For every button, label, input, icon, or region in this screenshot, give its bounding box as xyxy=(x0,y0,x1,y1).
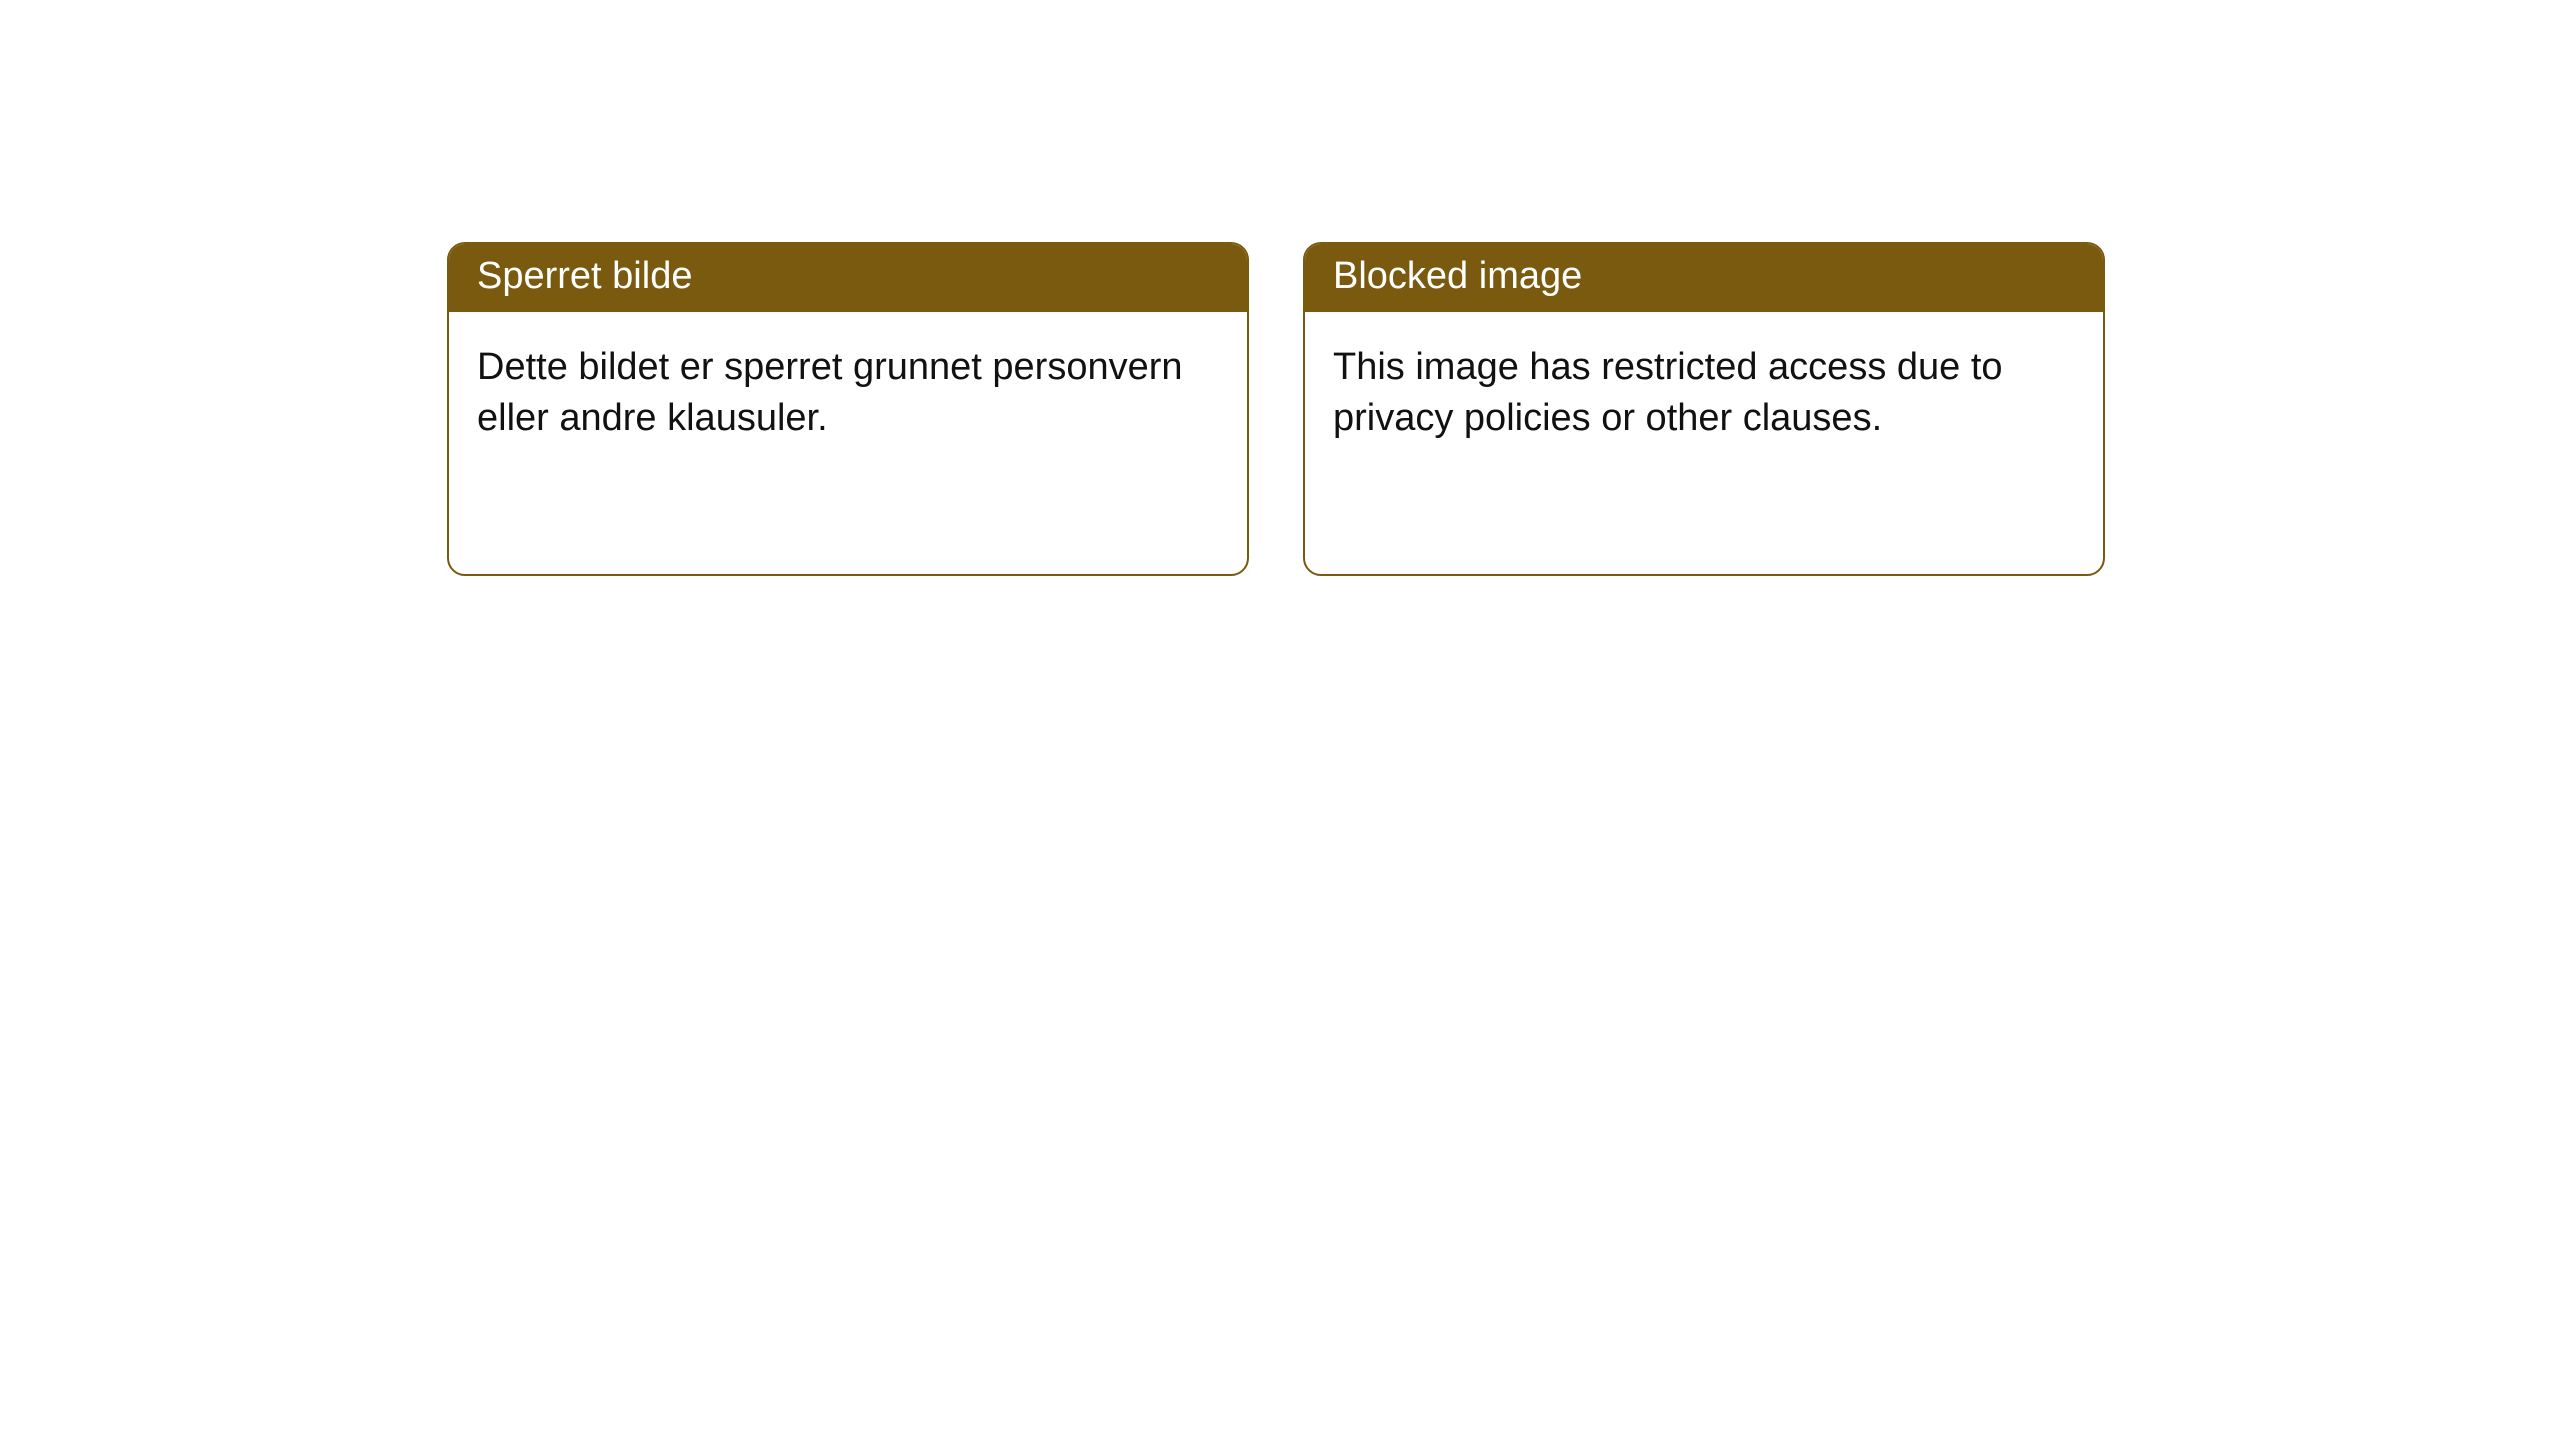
notice-card-title: Sperret bilde xyxy=(449,244,1247,312)
notice-card-body: This image has restricted access due to … xyxy=(1305,312,2103,475)
notice-card-english: Blocked image This image has restricted … xyxy=(1303,242,2105,576)
notice-card-title: Blocked image xyxy=(1305,244,2103,312)
notice-card-body: Dette bildet er sperret grunnet personve… xyxy=(449,312,1247,475)
notice-card-norwegian: Sperret bilde Dette bildet er sperret gr… xyxy=(447,242,1249,576)
notice-container: Sperret bilde Dette bildet er sperret gr… xyxy=(0,0,2560,576)
